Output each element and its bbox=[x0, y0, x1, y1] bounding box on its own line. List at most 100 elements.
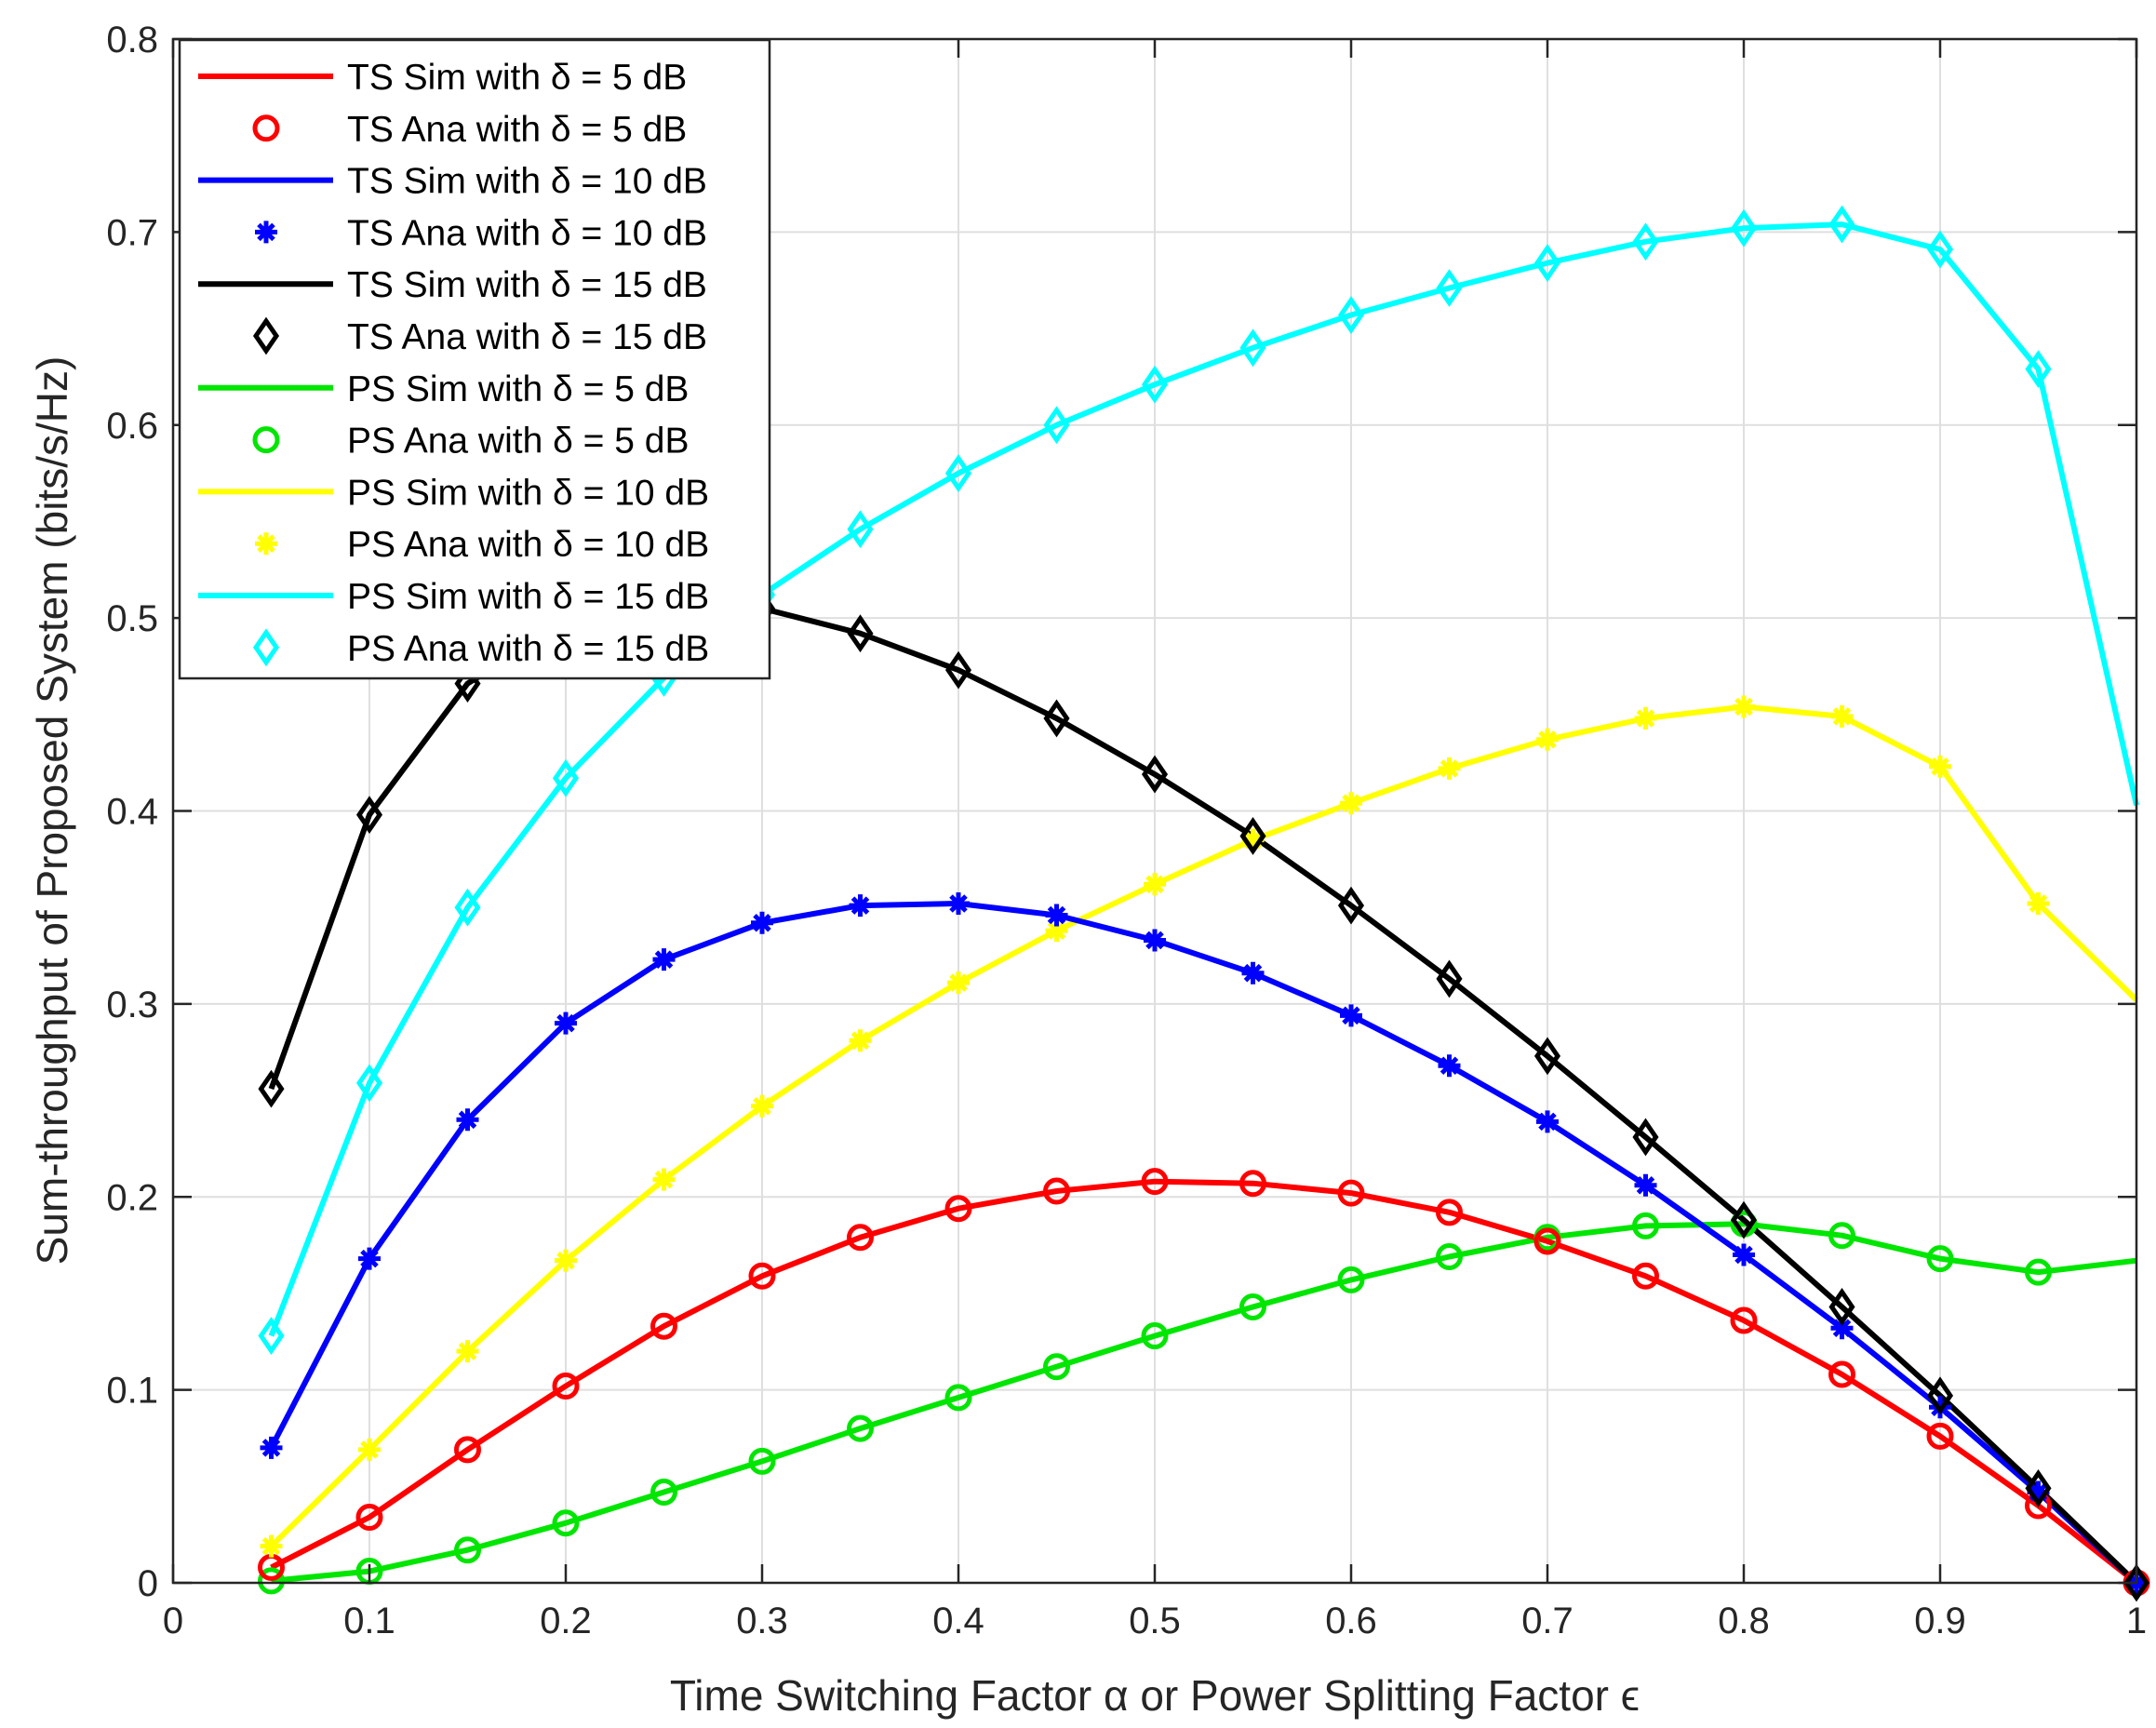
data-point bbox=[1632, 1118, 1659, 1157]
data-point bbox=[1239, 328, 1266, 368]
data-point bbox=[454, 888, 481, 927]
data-point bbox=[355, 796, 383, 835]
data-point bbox=[1141, 365, 1169, 404]
x-tick-label: 0.8 bbox=[1718, 1601, 1770, 1641]
data-point bbox=[1436, 269, 1463, 307]
data-point bbox=[1337, 296, 1365, 334]
y-tick-label: 0.1 bbox=[106, 1371, 158, 1412]
legend-marker-sample bbox=[252, 114, 280, 142]
legend-entry-label: PS Ana with δ = 10 dB bbox=[347, 525, 709, 565]
data-point-core bbox=[1640, 712, 1652, 724]
data-point bbox=[944, 1195, 972, 1223]
x-tick-label: 0.3 bbox=[736, 1601, 788, 1641]
series-line-0 bbox=[270, 1178, 2138, 1586]
legend-marker-sample bbox=[252, 316, 280, 355]
data-point bbox=[1239, 817, 1266, 855]
series-line-6 bbox=[271, 1221, 2137, 1584]
series-line-8 bbox=[269, 703, 2139, 1548]
data-point-core bbox=[1346, 797, 1357, 810]
data-point bbox=[1632, 1262, 1659, 1290]
data-point bbox=[258, 1567, 285, 1595]
data-point-core bbox=[1640, 1179, 1652, 1191]
data-point bbox=[1337, 886, 1365, 925]
x-tick-label: 0.5 bbox=[1129, 1601, 1181, 1641]
data-point-core bbox=[560, 1254, 571, 1266]
data-point bbox=[748, 1447, 776, 1475]
data-point-core bbox=[462, 1346, 474, 1358]
data-point bbox=[1239, 1170, 1266, 1198]
data-point bbox=[650, 1479, 677, 1507]
x-tick-label: 0.4 bbox=[932, 1601, 984, 1641]
data-point bbox=[847, 614, 874, 653]
data-point-core bbox=[1542, 1116, 1553, 1128]
x-tick-label: 0.7 bbox=[1521, 1601, 1573, 1641]
data-point-core bbox=[265, 1540, 277, 1552]
data-point-core bbox=[1051, 925, 1063, 937]
data-point-core bbox=[1247, 834, 1259, 846]
y-tick-label: 0.5 bbox=[106, 598, 158, 639]
data-point bbox=[1043, 406, 1070, 445]
data-point-core bbox=[265, 1441, 277, 1453]
series-markers-5 bbox=[258, 585, 2150, 1602]
legend-entry-label: PS Ana with δ = 15 dB bbox=[347, 629, 709, 669]
y-tick-label: 0.7 bbox=[106, 212, 158, 253]
data-point bbox=[355, 1064, 383, 1103]
data-point-core bbox=[953, 977, 964, 989]
data-point bbox=[1141, 1322, 1169, 1350]
data-point bbox=[1337, 1266, 1365, 1293]
data-point-core bbox=[1836, 710, 1848, 722]
data-point-core bbox=[2032, 898, 2044, 910]
series-line-10 bbox=[268, 221, 2139, 1337]
data-point bbox=[1533, 1037, 1561, 1076]
data-point-core bbox=[854, 1035, 866, 1047]
data-point bbox=[1141, 1168, 1169, 1196]
data-point-core bbox=[1836, 1322, 1848, 1334]
data-point bbox=[847, 510, 874, 549]
data-point bbox=[847, 1224, 874, 1252]
data-point-core bbox=[854, 900, 866, 912]
data-point-core bbox=[1542, 733, 1553, 745]
series-markers bbox=[258, 205, 2150, 1602]
data-point bbox=[1533, 244, 1561, 282]
data-point bbox=[944, 1384, 972, 1412]
data-point bbox=[454, 1536, 481, 1564]
data-point bbox=[258, 1069, 285, 1108]
legend-marker-sample bbox=[252, 426, 280, 454]
data-point bbox=[2025, 1258, 2052, 1286]
data-point bbox=[1632, 1212, 1659, 1239]
series-markers-1 bbox=[258, 1168, 2150, 1597]
data-point-core bbox=[364, 1252, 375, 1265]
data-point-core bbox=[1051, 909, 1063, 921]
data-point bbox=[2025, 350, 2052, 389]
legend: TS Sim with δ = 5 dB TS Ana with δ = 5 dB… bbox=[178, 38, 771, 680]
legend-entry-label: PS Sim with δ = 5 dB bbox=[347, 369, 689, 409]
data-point-core bbox=[364, 1443, 375, 1455]
data-point bbox=[1043, 1177, 1070, 1205]
y-tick-label: 0.6 bbox=[106, 406, 158, 447]
data-point bbox=[552, 1372, 580, 1400]
series-line-2 bbox=[268, 901, 2139, 1586]
data-point bbox=[1828, 1360, 1855, 1388]
x-tick-label: 0 bbox=[163, 1601, 183, 1641]
data-point bbox=[552, 1509, 580, 1537]
data-point bbox=[2123, 1563, 2150, 1602]
y-tick-label: 0.2 bbox=[106, 1177, 158, 1218]
data-point-core bbox=[658, 954, 670, 966]
data-point bbox=[1043, 1353, 1070, 1381]
data-point-core bbox=[1738, 701, 1749, 713]
data-point bbox=[1926, 1422, 1954, 1450]
legend-entry-label: PS Ana with δ = 5 dB bbox=[347, 422, 690, 462]
data-point bbox=[1043, 699, 1070, 738]
data-point bbox=[1730, 1306, 1758, 1334]
x-tick-label: 0.2 bbox=[540, 1601, 592, 1641]
data-point bbox=[1926, 1376, 1954, 1415]
data-point-core bbox=[757, 917, 768, 929]
data-point-core bbox=[1935, 760, 1946, 772]
data-point-core bbox=[462, 1114, 474, 1126]
data-point-core bbox=[1738, 1249, 1749, 1261]
legend-entry-label: TS Sim with δ = 5 dB bbox=[347, 58, 687, 98]
legend-entry-label: TS Ana with δ = 15 dB bbox=[347, 317, 707, 357]
data-point bbox=[748, 1262, 776, 1290]
legend-entry-label: PS Sim with δ = 10 dB bbox=[347, 473, 709, 513]
